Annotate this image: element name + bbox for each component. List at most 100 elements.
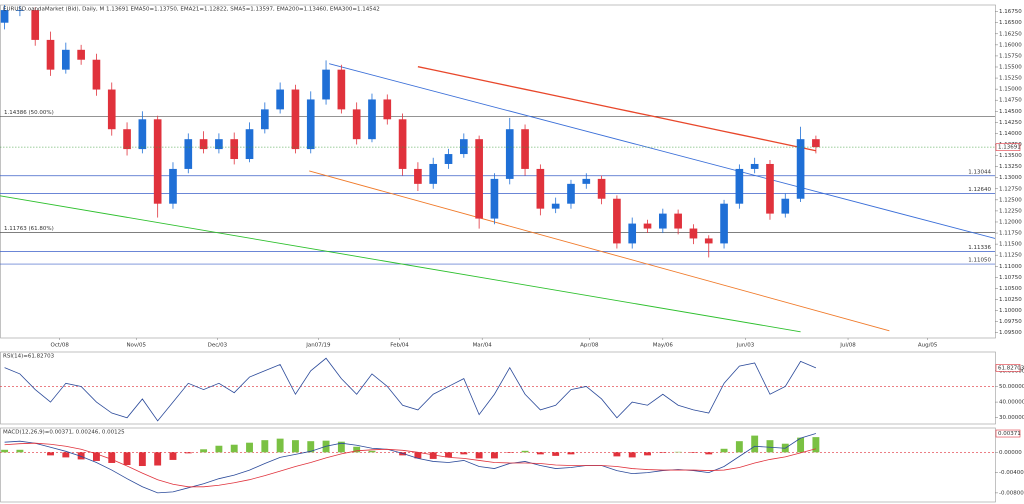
- candle-body: [766, 163, 774, 214]
- candle-body: [582, 178, 591, 184]
- x-tick-label: Feb/04: [390, 343, 409, 349]
- y-tick-label: 30.00000: [999, 415, 1024, 421]
- histogram-bar: [490, 452, 498, 459]
- histogram-bar: [307, 441, 315, 453]
- candle-body: [720, 203, 728, 244]
- last-value-box: [995, 364, 1021, 372]
- y-tick-label: 1.12750: [999, 186, 1022, 192]
- histogram-bar: [276, 438, 284, 453]
- level-label: 1.11050: [968, 258, 991, 264]
- histogram-bar: [1, 449, 9, 453]
- histogram-bar: [200, 449, 208, 453]
- y-tick-label: 1.10500: [999, 286, 1022, 292]
- histogram-bar: [735, 441, 743, 453]
- histogram-bar: [506, 452, 514, 453]
- histogram-bar: [62, 452, 70, 458]
- level-label: 1.12640: [968, 187, 991, 193]
- last-price-box: [995, 143, 1021, 151]
- y-tick-label: 1.16250: [999, 31, 1022, 37]
- histogram-bar: [429, 452, 437, 459]
- y-tick-label: 50.00000: [999, 384, 1024, 390]
- y-tick-label: 1.11250: [999, 253, 1022, 259]
- y-tick-label: -0.00400: [999, 470, 1024, 476]
- candle-body: [521, 129, 529, 169]
- x-tick-label: Mar/04: [473, 343, 493, 349]
- y-tick-label: 1.14750: [999, 98, 1022, 104]
- candle-body: [0, 10, 9, 23]
- candle-body: [429, 163, 438, 184]
- candle-body: [459, 139, 468, 155]
- y-tick-label: 40.00000: [999, 400, 1024, 406]
- panel-title: EURUSD.oandaMarket (Bid), Daily, M 1.136…: [3, 7, 380, 13]
- candle-body: [322, 69, 330, 100]
- histogram-bar: [445, 452, 452, 458]
- y-tick-label: 1.14250: [999, 120, 1022, 126]
- candle-body: [444, 154, 453, 164]
- histogram-bar: [705, 452, 713, 455]
- candle-body: [31, 10, 40, 40]
- y-tick-label: 1.15750: [999, 53, 1022, 59]
- x-tick-label: May/06: [653, 343, 674, 349]
- histogram-bar: [812, 437, 820, 453]
- candle-body: [505, 129, 514, 179]
- last-value-label: 0.00371: [998, 431, 1021, 437]
- candle-body: [414, 168, 422, 184]
- candle-body: [597, 178, 606, 199]
- candle-body: [383, 99, 392, 120]
- y-tick-label: 1.09750: [999, 319, 1022, 325]
- histogram-bar: [751, 435, 759, 453]
- candle-body: [123, 129, 131, 150]
- histogram-bar: [567, 452, 575, 455]
- candle-body: [490, 178, 499, 219]
- level-label: 1.14386 (50.00%): [4, 110, 54, 116]
- y-tick-label: 1.13500: [999, 153, 1022, 159]
- y-tick-label: 1.16500: [999, 20, 1022, 26]
- indicator-line: [4, 442, 817, 488]
- candle-body: [536, 168, 545, 209]
- trend-line: [329, 63, 995, 239]
- candle-body: [796, 139, 805, 199]
- last-price-label: 1.13691: [998, 145, 1021, 151]
- y-tick-label: 0.00000: [999, 450, 1022, 456]
- histogram-bar: [92, 452, 100, 461]
- y-tick-label: 1.13250: [999, 164, 1022, 170]
- histogram-bar: [138, 452, 146, 467]
- candle-body: [704, 238, 713, 244]
- histogram-bar: [414, 452, 422, 459]
- x-tick-label: Dec/03: [208, 343, 228, 349]
- x-tick-label: Oct/08: [51, 343, 70, 349]
- x-tick-label: Jun/03: [736, 343, 755, 349]
- x-tick-label: Jul/08: [839, 343, 856, 349]
- trend-line: [309, 170, 890, 332]
- y-tick-label: 1.11750: [999, 231, 1022, 237]
- y-tick-label: 1.10750: [999, 275, 1022, 281]
- candle-body: [398, 119, 407, 169]
- histogram-bar: [47, 452, 54, 456]
- histogram-bar: [230, 444, 238, 453]
- candle-body: [199, 139, 208, 150]
- histogram-bar: [169, 452, 177, 460]
- histogram-bar: [720, 448, 728, 453]
- histogram-bar: [689, 452, 697, 453]
- candle-body: [613, 198, 621, 244]
- candle-body: [107, 89, 116, 130]
- x-tick-label: Nov/05: [126, 343, 146, 349]
- y-tick-label: 1.12500: [999, 197, 1022, 203]
- histogram-bar: [246, 442, 253, 453]
- panel-frame: [0, 351, 996, 425]
- x-tick-label: Jan07/19: [305, 343, 331, 349]
- y-tick-label: 1.16000: [999, 42, 1022, 48]
- plot-area: [0, 5, 995, 333]
- histogram-bar: [552, 452, 560, 456]
- histogram-bar: [108, 452, 116, 463]
- last-value-label: 61.82703: [998, 365, 1024, 371]
- y-tick-label: 1.12000: [999, 219, 1022, 225]
- candle-body: [92, 59, 101, 90]
- plot-area: [0, 433, 995, 494]
- candle-body: [138, 119, 147, 150]
- candle-body: [628, 223, 637, 244]
- y-tick-label: 1.15250: [999, 76, 1022, 82]
- x-tick-label: Aug/05: [918, 343, 938, 349]
- histogram-bar: [123, 452, 131, 465]
